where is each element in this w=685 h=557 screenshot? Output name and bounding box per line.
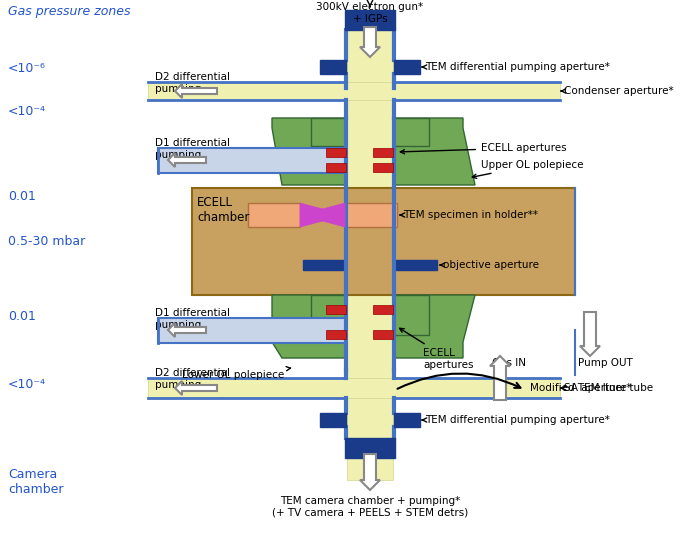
Text: <10⁻⁴: <10⁻⁴ bbox=[8, 378, 46, 391]
Bar bbox=[148, 82, 560, 100]
Bar bbox=[394, 295, 429, 335]
Text: SA aperture*: SA aperture* bbox=[561, 383, 632, 393]
Bar bbox=[394, 60, 420, 74]
Bar bbox=[345, 438, 395, 458]
Text: <10⁻⁴: <10⁻⁴ bbox=[8, 105, 46, 118]
Text: TEM specimen in holder**: TEM specimen in holder** bbox=[400, 210, 538, 220]
Bar bbox=[345, 203, 397, 227]
Bar bbox=[373, 148, 393, 157]
Text: Upper OL polepiece: Upper OL polepiece bbox=[472, 160, 584, 178]
Text: 0.5-30 mbar: 0.5-30 mbar bbox=[8, 235, 85, 248]
Bar bbox=[248, 203, 300, 227]
Polygon shape bbox=[168, 323, 206, 337]
Text: TEM differential pumping aperture*: TEM differential pumping aperture* bbox=[422, 415, 610, 425]
Bar bbox=[326, 305, 346, 314]
Polygon shape bbox=[394, 118, 475, 185]
Bar bbox=[311, 118, 346, 146]
Text: ECELL
apertures: ECELL apertures bbox=[399, 328, 473, 370]
Text: Camera
chamber: Camera chamber bbox=[8, 468, 64, 496]
Bar bbox=[326, 163, 346, 172]
Text: objective aperture: objective aperture bbox=[440, 260, 539, 270]
Bar bbox=[326, 330, 346, 339]
Bar bbox=[395, 260, 437, 270]
Bar bbox=[320, 413, 346, 427]
Polygon shape bbox=[300, 203, 345, 227]
Text: Modified TEM liner tube: Modified TEM liner tube bbox=[530, 383, 653, 393]
Text: D2 differential
pumping: D2 differential pumping bbox=[155, 72, 230, 94]
Text: Pump OUT: Pump OUT bbox=[578, 358, 633, 368]
Text: Gas IN: Gas IN bbox=[492, 358, 526, 368]
Text: D1 differential
pumping: D1 differential pumping bbox=[155, 308, 230, 330]
Text: ECELL
chamber: ECELL chamber bbox=[197, 196, 249, 224]
Bar bbox=[320, 60, 346, 74]
Text: 300kV electron gun*
+ IGPs: 300kV electron gun* + IGPs bbox=[316, 2, 423, 23]
Text: TEM differential pumping aperture*: TEM differential pumping aperture* bbox=[422, 62, 610, 72]
Bar bbox=[373, 163, 393, 172]
Polygon shape bbox=[175, 84, 217, 98]
Text: Condenser aperture*: Condenser aperture* bbox=[561, 86, 673, 96]
Bar bbox=[394, 118, 429, 146]
Polygon shape bbox=[300, 203, 345, 227]
Bar bbox=[311, 295, 346, 335]
Text: ECELL apertures: ECELL apertures bbox=[400, 143, 566, 154]
Polygon shape bbox=[360, 454, 380, 490]
Bar bbox=[303, 260, 345, 270]
Bar bbox=[326, 148, 346, 157]
Text: 0.01: 0.01 bbox=[8, 310, 36, 323]
Bar bbox=[373, 330, 393, 339]
Polygon shape bbox=[360, 27, 380, 57]
Polygon shape bbox=[490, 356, 510, 400]
Polygon shape bbox=[272, 295, 346, 358]
Polygon shape bbox=[394, 295, 475, 358]
Bar bbox=[148, 378, 560, 398]
Bar bbox=[373, 305, 393, 314]
Bar bbox=[347, 10, 393, 480]
Text: 0.01: 0.01 bbox=[8, 190, 36, 203]
Bar bbox=[158, 318, 346, 343]
Bar bbox=[345, 10, 395, 30]
Polygon shape bbox=[580, 312, 600, 356]
Text: <10⁻⁶: <10⁻⁶ bbox=[8, 62, 46, 75]
Text: Gas pressure zones: Gas pressure zones bbox=[8, 5, 131, 18]
Bar bbox=[192, 188, 575, 295]
Text: D2 differential
pumping: D2 differential pumping bbox=[155, 368, 230, 389]
Polygon shape bbox=[272, 118, 346, 185]
Bar bbox=[394, 413, 420, 427]
Polygon shape bbox=[175, 381, 217, 395]
Text: D1 differential
pumping: D1 differential pumping bbox=[155, 138, 230, 160]
Polygon shape bbox=[168, 153, 206, 167]
Text: TEM camera chamber + pumping*
(+ TV camera + PEELS + STEM detrs): TEM camera chamber + pumping* (+ TV came… bbox=[272, 496, 468, 517]
Text: Lower OL polepiece: Lower OL polepiece bbox=[182, 367, 290, 380]
Bar bbox=[158, 148, 346, 173]
